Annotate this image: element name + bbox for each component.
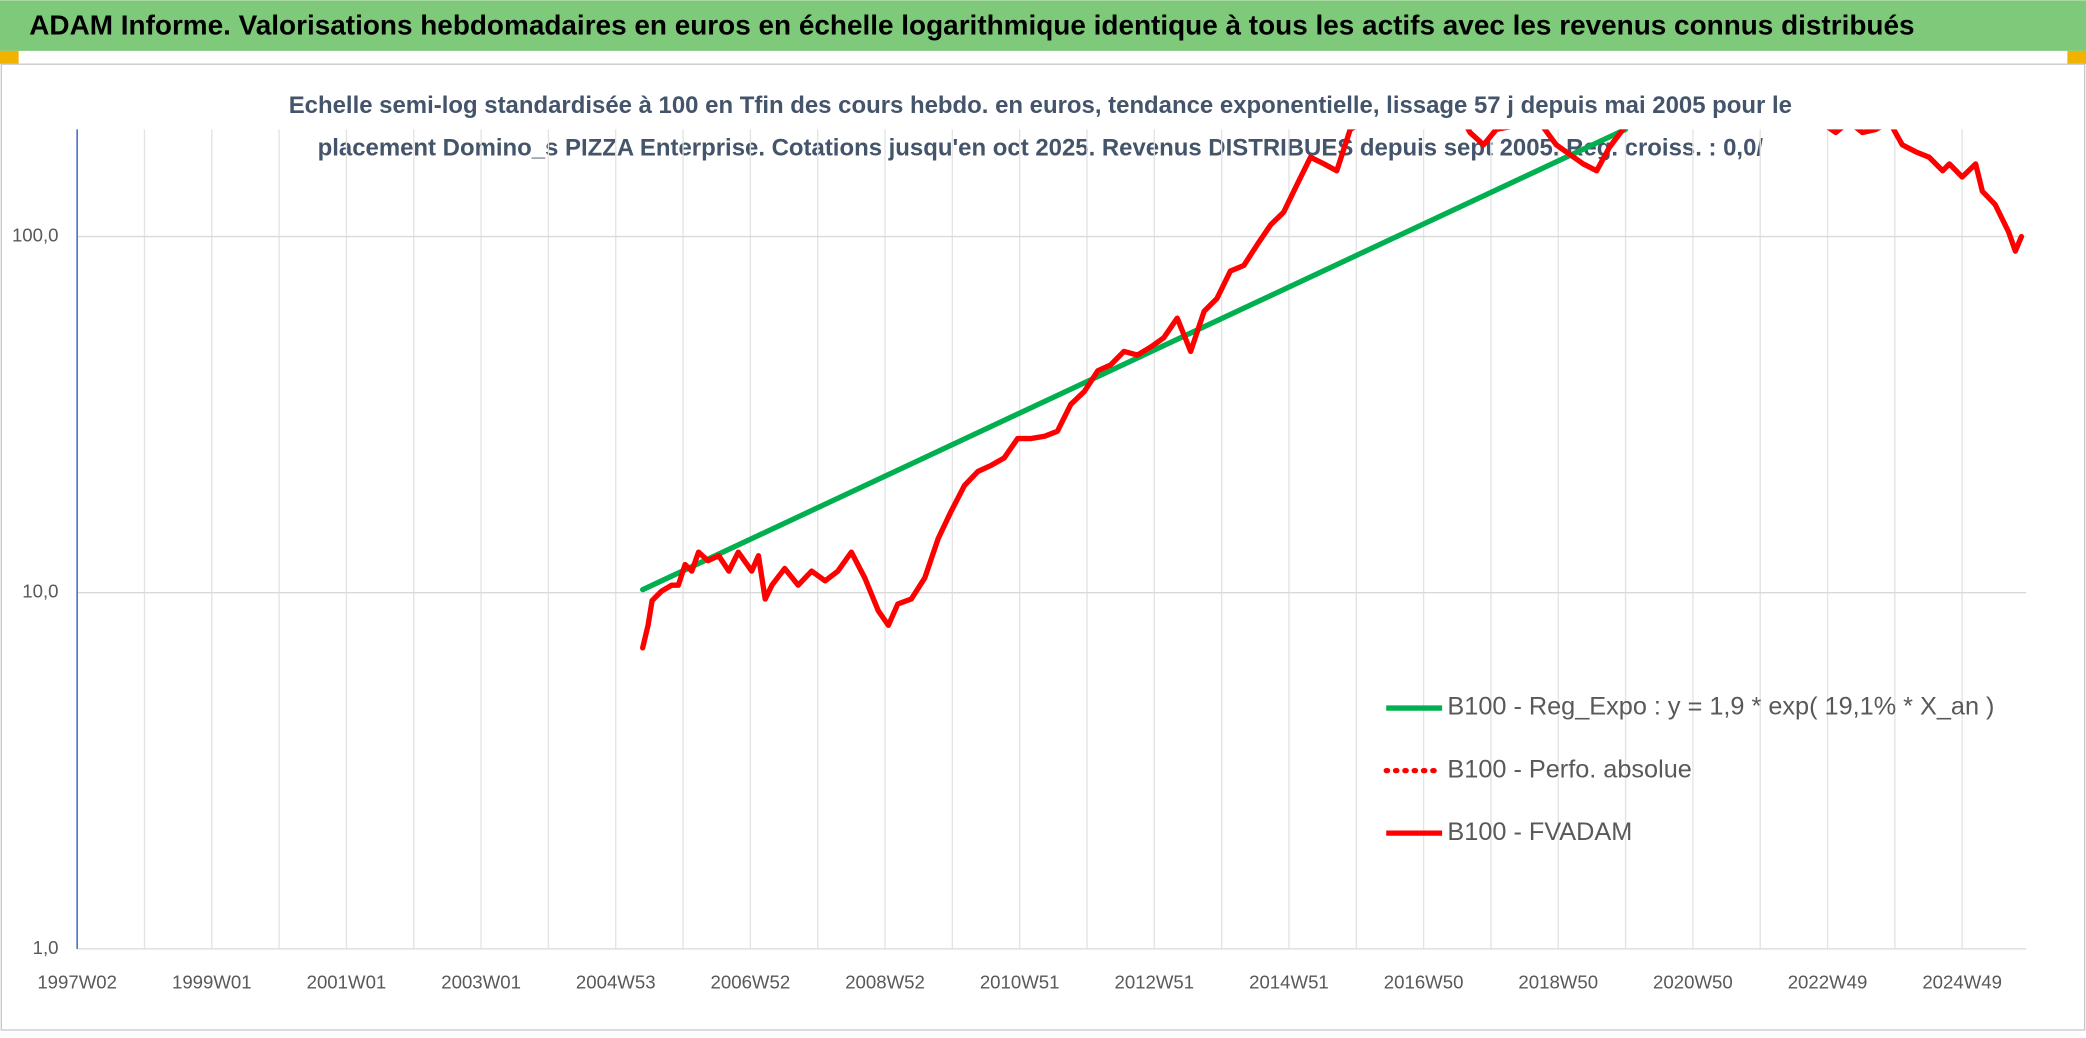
series-line	[640, 129, 1629, 593]
x-tick-label: 2016W50	[1384, 971, 1464, 992]
x-tick-label: 2024W49	[1922, 971, 2002, 992]
y-tick-label: 100,0	[12, 224, 59, 245]
chart-title: Echelle semi-log standardisée à 100 en T…	[289, 92, 1792, 119]
series-line	[640, 129, 2025, 651]
x-tick-label: 2010W51	[980, 971, 1060, 992]
x-tick-label: 2003W01	[441, 971, 521, 992]
header-banner	[0, 0, 2086, 51]
grid	[76, 129, 2027, 950]
header-title: ADAM Informe. Valorisations hebdomadaire…	[29, 9, 1914, 40]
legend: B100 - Reg_Expo : y = 1,9 * exp( 19,1% *…	[1383, 693, 1994, 846]
legend-label: B100 - Perfo. absolue	[1447, 755, 1691, 783]
x-tick-label: 1997W02	[37, 971, 117, 992]
x-tick-label: 2008W52	[845, 971, 925, 992]
x-tick-label: 2022W49	[1788, 971, 1868, 992]
axes: 1997W02 1999W01 2001W01 2003W01 2004W53 2006W…	[12, 129, 2002, 992]
x-tick-label: 2018W50	[1518, 971, 1598, 992]
frame	[0, 63, 2086, 1031]
legend-label: B100 - FVADAM	[1447, 818, 1632, 846]
corner-mark	[2067, 50, 2086, 65]
chart-title: placement Domino_s PIZZA Enterprise. Cot…	[318, 135, 1764, 162]
x-tick-label: 2014W51	[1249, 971, 1329, 992]
corner-mark	[0, 50, 19, 65]
plot-area	[640, 129, 2025, 651]
legend-label: B100 - Reg_Expo : y = 1,9 * exp( 19,1% *…	[1447, 693, 1994, 721]
y-tick-label: 10,0	[22, 581, 58, 602]
x-tick-label: 2020W50	[1653, 971, 1733, 992]
x-tick-label: 1999W01	[172, 971, 252, 992]
x-tick-label: 2004W53	[576, 971, 656, 992]
x-tick-label: 2006W52	[711, 971, 791, 992]
x-tick-label: 2012W51	[1114, 971, 1194, 992]
y-tick-label: 1,0	[33, 937, 59, 958]
x-tick-label: 2001W01	[307, 971, 387, 992]
